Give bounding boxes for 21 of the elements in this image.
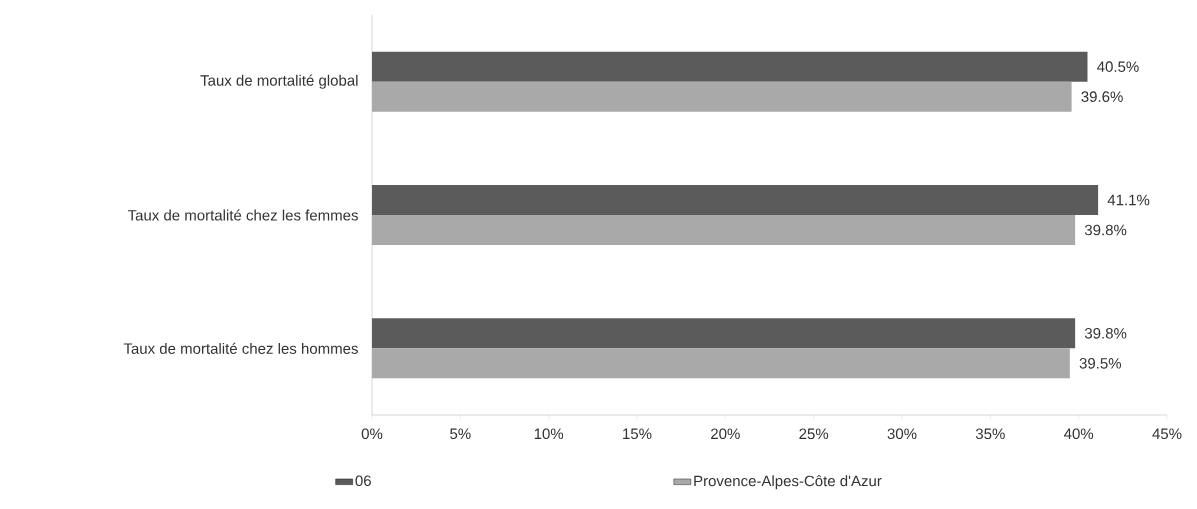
x-tick-label: 35% xyxy=(975,428,1005,440)
data-label: 39.6% xyxy=(1081,91,1123,102)
data-label: 41.1% xyxy=(1107,194,1150,206)
data-label: 39.8% xyxy=(1084,224,1127,236)
y-tick-label: Taux de mortalité chez les femmes xyxy=(127,209,358,221)
x-tick-label: 25% xyxy=(799,428,829,440)
data-label: 39.5% xyxy=(1079,358,1122,369)
x-tick-label: 0% xyxy=(361,428,383,440)
x-tick-label: 10% xyxy=(534,428,564,440)
data-label: 40.5% xyxy=(1097,61,1139,72)
x-tick-label: 5% xyxy=(450,428,471,440)
x-tick-label: 15% xyxy=(623,428,652,440)
x-tick-label: 30% xyxy=(887,428,917,440)
legend-label: 06 xyxy=(355,475,371,487)
legend-label: Provence-Alpes-Côte d'Azur xyxy=(694,475,882,490)
data-label: 39.8% xyxy=(1084,328,1127,339)
x-tick-label: 45% xyxy=(1152,428,1182,440)
y-tick-label: Taux de mortalité global xyxy=(200,74,358,89)
x-tick-label: 20% xyxy=(711,428,740,440)
x-tick-label: 40% xyxy=(1064,428,1094,440)
y-tick-label: Taux de mortalité chez les hommes xyxy=(123,342,358,354)
